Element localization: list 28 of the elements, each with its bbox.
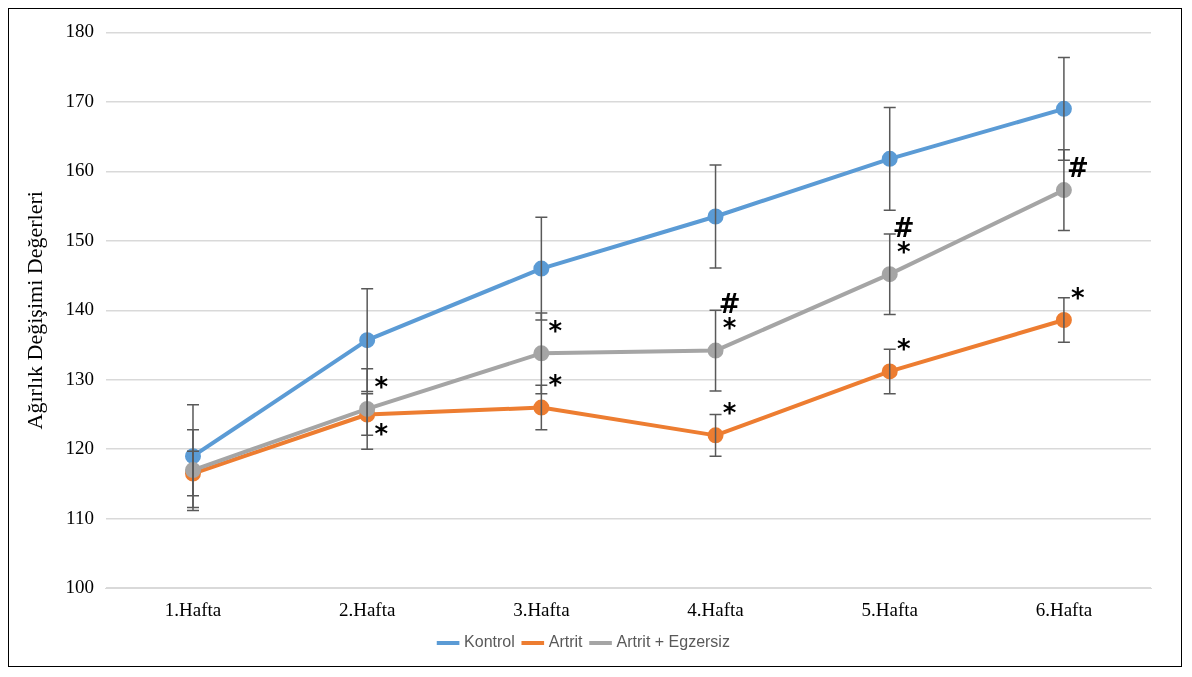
y-tick-label: 120 (65, 437, 94, 459)
annotation: * (1071, 282, 1086, 313)
x-tick-label: 6.Hafta (1035, 598, 1093, 620)
y-tick-label: 100 (65, 576, 94, 598)
y-tick-label: 180 (65, 20, 94, 42)
legend-label: Artrit + Egzersiz (616, 633, 730, 651)
legend-label: Artrit (548, 633, 584, 651)
x-tick-label: 3.Hafta (513, 598, 571, 620)
annotation: * (374, 419, 389, 450)
y-tick-label: 160 (65, 159, 94, 181)
annotation: * (548, 316, 563, 347)
legend-label: Kontrol (464, 633, 515, 651)
x-tick-label: 1.Hafta (164, 598, 222, 620)
annotation: * (896, 236, 911, 267)
annotation: * (374, 371, 389, 402)
x-tick-label: 2.Hafta (338, 598, 396, 620)
annotation: * (896, 334, 911, 365)
y-axis-title: Ağırlık Değişimi Değerleri (21, 191, 47, 430)
y-tick-label: 150 (65, 228, 94, 250)
annotation: * (722, 398, 737, 429)
x-tick-label: 4.Hafta (687, 598, 745, 620)
y-tick-label: 130 (65, 367, 94, 389)
annotation: * (548, 370, 563, 401)
annotation: # (1067, 152, 1089, 183)
y-tick-label: 140 (65, 298, 94, 320)
y-tick-label: 170 (65, 89, 94, 111)
y-tick-label: 110 (66, 506, 94, 528)
x-tick-label: 5.Hafta (861, 598, 919, 620)
